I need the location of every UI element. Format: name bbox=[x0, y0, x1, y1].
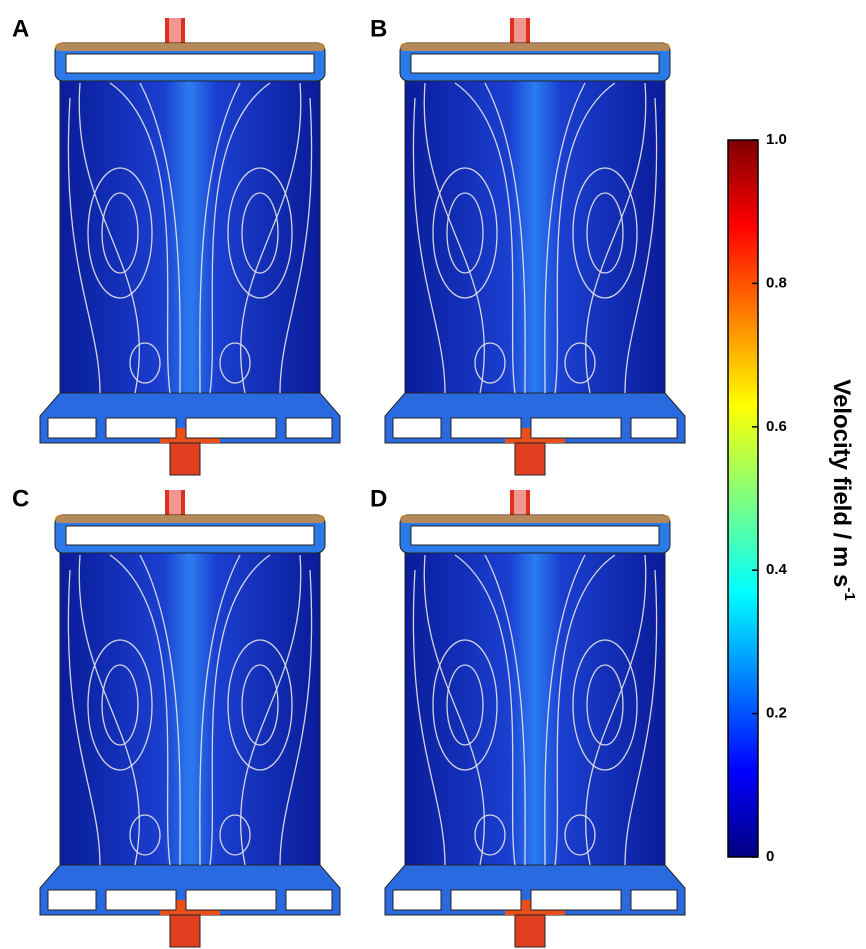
panel-b bbox=[385, 18, 685, 475]
tick-label: 1.0 bbox=[766, 131, 787, 148]
panel-a bbox=[40, 18, 340, 475]
figure: A B C D Velocity field / m s-1 0 0.2 0.4 0.… bbox=[0, 0, 866, 949]
tick-label: 0.4 bbox=[766, 561, 788, 578]
panel-label: C bbox=[12, 485, 29, 512]
panel-d bbox=[385, 490, 685, 947]
colorbar bbox=[728, 140, 758, 857]
panel-label: B bbox=[370, 15, 387, 42]
tick-label: 0.8 bbox=[766, 274, 787, 291]
tick-label: 0 bbox=[766, 848, 774, 865]
tick-label: 0.6 bbox=[766, 418, 787, 435]
tick-label: 0.2 bbox=[766, 705, 787, 722]
panel-label: A bbox=[12, 15, 29, 42]
colorbar-label: Velocity field / m s bbox=[828, 379, 855, 587]
panel-c bbox=[40, 490, 340, 947]
colorbar-label-superscript: -1 bbox=[841, 587, 858, 600]
panel-label: D bbox=[370, 485, 387, 512]
colorbar-title: Velocity field / m s-1 bbox=[828, 379, 858, 600]
